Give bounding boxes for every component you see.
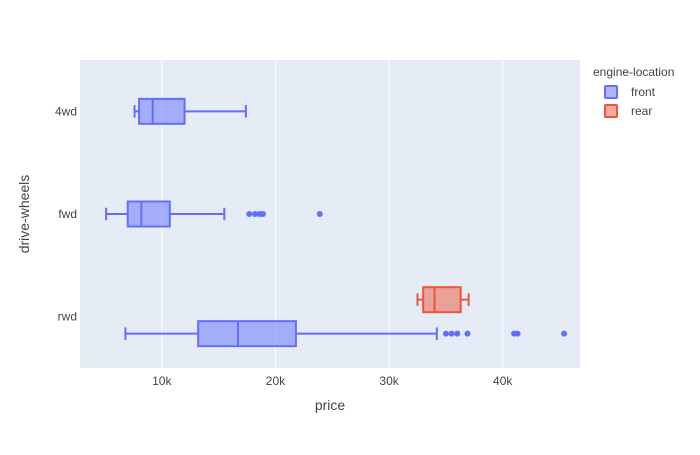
outlier-point bbox=[259, 211, 266, 217]
outlier-point bbox=[316, 211, 323, 217]
x-tick-label: 10k bbox=[152, 374, 172, 388]
legend-label-front: front bbox=[631, 85, 656, 99]
y-tick-label: rwd bbox=[58, 310, 77, 324]
outlier-point bbox=[442, 330, 449, 337]
box-iqr bbox=[197, 320, 297, 348]
x-tick-label: 30k bbox=[379, 374, 399, 388]
x-tick-label: 40k bbox=[493, 374, 513, 388]
legend-swatch-front bbox=[604, 85, 618, 99]
x-axis-title: price bbox=[315, 397, 346, 413]
box-iqr bbox=[422, 286, 462, 314]
outlier-point bbox=[561, 330, 568, 337]
legend-label-rear: rear bbox=[631, 104, 652, 118]
outlier-point bbox=[448, 330, 455, 337]
y-tick-label: 4wd bbox=[55, 104, 77, 118]
x-tick-label: 20k bbox=[266, 374, 286, 388]
outlier-point bbox=[252, 211, 258, 217]
outlier-point bbox=[454, 330, 461, 337]
outlier-point bbox=[464, 330, 471, 337]
box-iqr bbox=[126, 200, 171, 228]
outlier-point bbox=[514, 330, 521, 337]
y-tick-label: fwd bbox=[58, 207, 77, 221]
legend-swatch-rear bbox=[604, 104, 618, 118]
legend-title: engine-location bbox=[593, 65, 674, 79]
y-axis-title: drive-wheels bbox=[16, 175, 32, 254]
box-iqr bbox=[138, 97, 186, 125]
outlier-point bbox=[246, 211, 253, 217]
